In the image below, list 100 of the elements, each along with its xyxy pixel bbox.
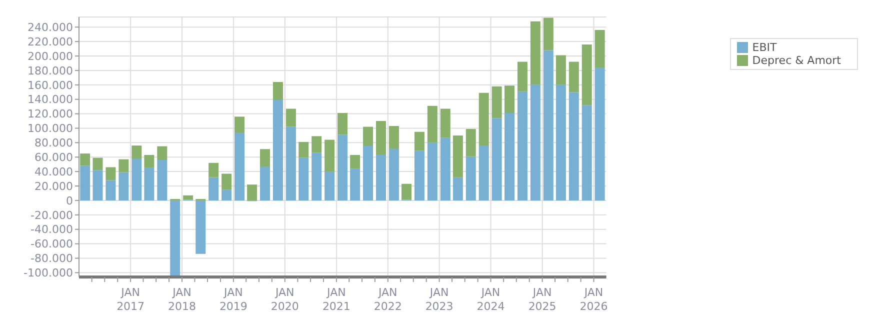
legend-label: EBIT (752, 41, 777, 54)
x-tick-label: JAN 2020 (270, 286, 299, 313)
y-tick-label: 100.000 (28, 122, 73, 136)
bar (144, 154, 154, 168)
y-tick-label: 240.000 (28, 21, 73, 34)
bar (183, 195, 194, 200)
y-tick-label: 160.000 (28, 78, 73, 92)
bar (286, 108, 296, 127)
bar (517, 62, 528, 92)
x-tick-label: JAN 2021 (322, 286, 350, 313)
bar (324, 140, 335, 172)
bar (594, 68, 605, 200)
bar (427, 106, 438, 143)
bar (492, 86, 502, 118)
bar (222, 174, 232, 190)
bar (338, 113, 348, 135)
y-tick-label: -80.000 (30, 252, 73, 266)
bar (543, 50, 554, 200)
bar (530, 84, 540, 200)
bar (440, 138, 450, 200)
bar (582, 44, 592, 106)
bar (260, 166, 270, 200)
bar (272, 82, 283, 100)
bar (504, 113, 514, 200)
bar (452, 177, 463, 200)
bar (543, 18, 554, 50)
bar (388, 126, 399, 148)
bar (208, 162, 219, 178)
y-tick-label: 180.000 (28, 64, 73, 78)
y-tick-label: -40.000 (30, 223, 73, 236)
y-tick-label: 60.000 (34, 151, 73, 164)
bar (568, 62, 579, 92)
y-tick-label: 0 (66, 194, 73, 208)
bar (414, 150, 424, 200)
y-tick-label: -100.000 (24, 266, 73, 280)
bar (350, 168, 360, 200)
bar (208, 177, 219, 200)
y-tick-label: 80.000 (34, 136, 73, 150)
bar (324, 172, 335, 200)
bar (247, 184, 258, 200)
bar (80, 166, 90, 200)
bar (144, 168, 154, 200)
bar (492, 118, 502, 200)
y-tick-label: 120.000 (28, 108, 73, 121)
bar (504, 86, 514, 114)
bar (312, 152, 322, 200)
bar (376, 121, 386, 155)
y-tick-label: -20.000 (30, 208, 73, 222)
bar (582, 105, 592, 200)
bar (106, 180, 116, 200)
bar (234, 132, 245, 200)
x-tick-label: JAN 2025 (528, 286, 556, 313)
bar (466, 128, 476, 156)
bar (338, 134, 348, 200)
bar (272, 100, 283, 200)
bar (260, 149, 270, 166)
bar (92, 158, 103, 170)
bar (118, 172, 129, 200)
x-tick-label: JAN 2022 (374, 286, 402, 313)
bar (556, 84, 566, 200)
bar (132, 146, 142, 159)
bar (478, 146, 489, 200)
bar (132, 158, 142, 200)
bar (452, 135, 463, 178)
y-tick-label: 220.000 (28, 35, 73, 48)
x-tick-label: JAN 2026 (580, 286, 608, 313)
bar (363, 126, 374, 146)
bar (401, 184, 412, 200)
bar (312, 136, 322, 153)
bar (298, 158, 309, 200)
bar (427, 142, 438, 200)
x-tick-label: JAN 2024 (476, 286, 505, 313)
x-tick-label: JAN 2017 (116, 286, 145, 313)
bar (388, 148, 399, 200)
y-tick-label: 200.000 (28, 50, 73, 63)
bar (298, 142, 309, 158)
bar (363, 146, 374, 200)
bar (530, 21, 540, 85)
bar (594, 30, 605, 68)
bar (414, 132, 424, 151)
bar (440, 108, 450, 138)
bar (222, 190, 232, 200)
bar (196, 200, 206, 254)
bar (106, 167, 116, 180)
bar (80, 154, 90, 166)
x-tick-label: JAN 2019 (219, 286, 248, 313)
bar (157, 146, 168, 160)
bar (466, 156, 476, 200)
y-tick-label: -60.000 (30, 238, 73, 251)
bar (350, 154, 360, 169)
bar (157, 160, 168, 200)
y-tick-label: 40.000 (34, 165, 73, 178)
bar (118, 159, 129, 172)
y-tick-label: 140.000 (28, 93, 73, 106)
bar (478, 92, 489, 146)
bar (568, 92, 579, 200)
legend-label: Deprec & Amort (752, 54, 841, 67)
x-tick-label: JAN 2023 (425, 286, 454, 313)
x-tick-label: JAN 2018 (168, 286, 196, 313)
bar (286, 126, 296, 200)
